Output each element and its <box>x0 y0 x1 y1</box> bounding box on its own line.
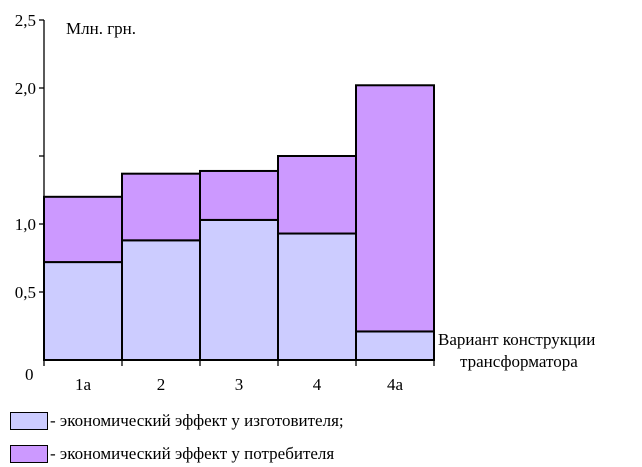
bar-segment-consumer-5 <box>355 84 435 333</box>
bar-segment-manufacturer-5 <box>355 330 435 362</box>
x-tick-label: 4а <box>387 375 404 394</box>
x-tick-label: 1а <box>75 375 92 394</box>
bar-segment-manufacturer-1 <box>43 261 123 361</box>
y-ticks-layer: 0,5 1,0 2,0 2,5 <box>15 11 44 302</box>
bar-segment-consumer-1 <box>43 195 123 264</box>
legend-swatch-consumer <box>10 445 48 463</box>
legend-item-consumer: - экономический эффект у потребителя <box>10 444 334 464</box>
bar-segment-manufacturer-4 <box>277 232 357 362</box>
legend-label-manufacturer: - экономический эффект у изготовителя; <box>50 411 344 430</box>
y-tick-label: 2,5 <box>15 11 36 30</box>
bar-segment-manufacturer-3 <box>199 218 279 361</box>
y-tick-label: 0,5 <box>15 283 36 302</box>
bar-segment-consumer-3 <box>199 169 279 221</box>
x-axis-title-line-2: трансформатора <box>460 352 578 371</box>
x-tick-label: 2 <box>157 375 166 394</box>
y-tick-label: 2,0 <box>15 79 36 98</box>
bar-segment-consumer-2 <box>121 172 201 242</box>
x-tick-label: 3 <box>235 375 244 394</box>
y-axis-title: Млн. грн. <box>66 19 136 38</box>
origin-label: 0 <box>25 365 34 384</box>
legend-label-consumer: - экономический эффект у потребителя <box>50 444 335 463</box>
bars-layer <box>43 84 435 362</box>
bar-segment-manufacturer-2 <box>121 239 201 362</box>
x-tick-label: 4 <box>313 375 322 394</box>
y-tick-label: 1,0 <box>15 215 36 234</box>
legend-item-manufacturer: - экономический эффект у изготовителя; <box>10 411 344 431</box>
legend-swatch-manufacturer <box>10 412 48 430</box>
x-ticks-layer: 1а 2 3 4 4а <box>43 360 435 394</box>
stacked-bar-chart: 0,5 1,0 2,0 2,5 1а 2 3 4 4а 0 Млн. грн. Вариант… <box>15 11 596 394</box>
x-axis-title-line-1: Вариант конструкции <box>438 330 595 349</box>
bar-segment-consumer-4 <box>277 155 357 235</box>
